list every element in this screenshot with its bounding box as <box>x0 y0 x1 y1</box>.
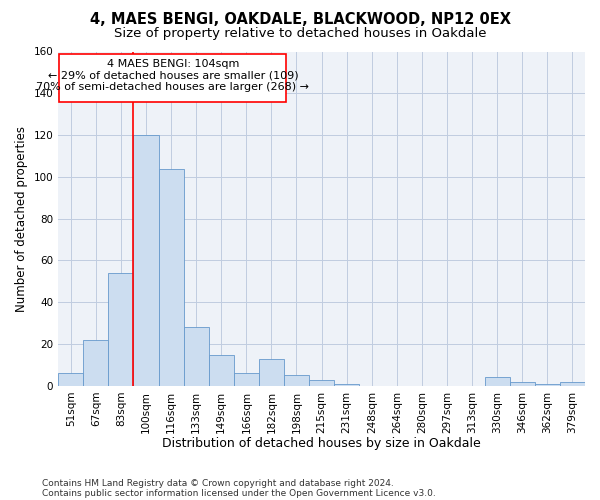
Text: Contains public sector information licensed under the Open Government Licence v3: Contains public sector information licen… <box>42 488 436 498</box>
Bar <box>58 374 83 386</box>
Bar <box>209 354 234 386</box>
Bar <box>485 378 510 386</box>
Bar <box>109 273 133 386</box>
Bar <box>259 358 284 386</box>
Bar <box>309 380 334 386</box>
Y-axis label: Number of detached properties: Number of detached properties <box>15 126 28 312</box>
Bar <box>158 168 184 386</box>
Bar <box>83 340 109 386</box>
Text: ← 29% of detached houses are smaller (109): ← 29% of detached houses are smaller (10… <box>47 70 298 81</box>
Bar <box>510 382 535 386</box>
Bar <box>59 54 286 102</box>
Bar <box>535 384 560 386</box>
Bar <box>334 384 359 386</box>
Bar <box>184 328 209 386</box>
Text: 4, MAES BENGI, OAKDALE, BLACKWOOD, NP12 0EX: 4, MAES BENGI, OAKDALE, BLACKWOOD, NP12 … <box>89 12 511 28</box>
Text: Size of property relative to detached houses in Oakdale: Size of property relative to detached ho… <box>114 28 486 40</box>
Bar <box>560 382 585 386</box>
Bar <box>234 374 259 386</box>
X-axis label: Distribution of detached houses by size in Oakdale: Distribution of detached houses by size … <box>162 437 481 450</box>
Text: 70% of semi-detached houses are larger (268) →: 70% of semi-detached houses are larger (… <box>37 82 310 92</box>
Bar <box>284 376 309 386</box>
Bar <box>133 135 158 386</box>
Text: 4 MAES BENGI: 104sqm: 4 MAES BENGI: 104sqm <box>107 59 239 69</box>
Text: Contains HM Land Registry data © Crown copyright and database right 2024.: Contains HM Land Registry data © Crown c… <box>42 478 394 488</box>
